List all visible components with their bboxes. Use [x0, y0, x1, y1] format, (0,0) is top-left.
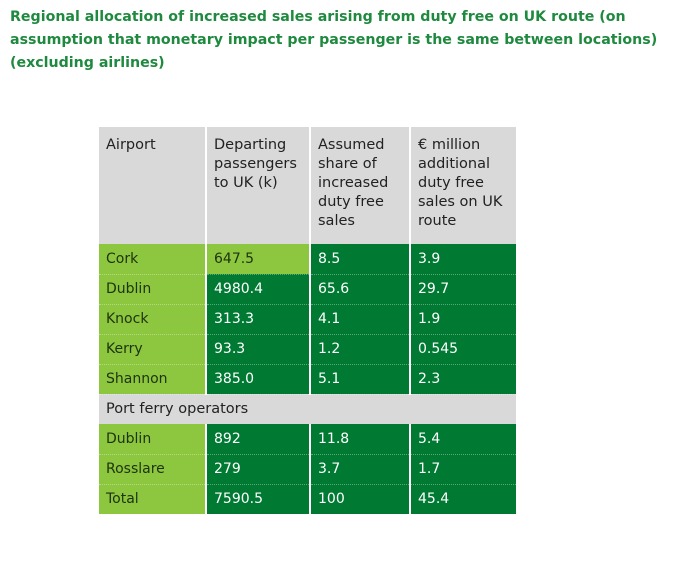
row-passengers: 313.3: [205, 304, 310, 335]
section-label: Port ferry operators: [99, 394, 516, 424]
header-assumed-share: Assumed share of increased duty free sal…: [309, 127, 410, 244]
total-share: 100: [309, 484, 410, 515]
row-share: 8.5: [309, 244, 410, 275]
row-port-name: Rosslare: [99, 454, 206, 485]
table-row: Kerry 93.3 1.2 0.545: [99, 334, 516, 365]
row-sales: 1.7: [409, 454, 516, 485]
section-row-port-ferry-operators: Port ferry operators: [99, 394, 516, 424]
row-airport-name: Dublin: [99, 274, 206, 305]
header-additional-sales: € million additional duty free sales on …: [409, 127, 516, 244]
table-header-row: Airport Departing passengers to UK (k) A…: [99, 127, 516, 244]
row-share: 11.8: [309, 424, 410, 455]
total-row: Total 7590.5 100 45.4: [99, 484, 516, 515]
table-row: Dublin 4980.4 65.6 29.7: [99, 274, 516, 305]
total-sales: 45.4: [409, 484, 516, 515]
table-row: Shannon 385.0 5.1 2.3: [99, 364, 516, 395]
row-sales: 3.9: [409, 244, 516, 275]
header-departing-passengers: Departing passengers to UK (k): [205, 127, 310, 244]
row-share: 3.7: [309, 454, 410, 485]
table-row: Rosslare 279 3.7 1.7: [99, 454, 516, 485]
row-sales: 5.4: [409, 424, 516, 455]
row-sales: 0.545: [409, 334, 516, 365]
row-port-name: Dublin: [99, 424, 206, 455]
row-sales: 1.9: [409, 304, 516, 335]
page-title: Regional allocation of increased sales a…: [10, 9, 658, 71]
total-label: Total: [99, 484, 206, 515]
row-sales: 2.3: [409, 364, 516, 395]
row-passengers: 385.0: [205, 364, 310, 395]
row-airport-name: Kerry: [99, 334, 206, 365]
row-share: 5.1: [309, 364, 410, 395]
row-passengers: 93.3: [205, 334, 310, 365]
table-row: Knock 313.3 4.1 1.9: [99, 304, 516, 335]
row-airport-name: Knock: [99, 304, 206, 335]
row-passengers: 892: [205, 424, 310, 455]
row-share: 1.2: [309, 334, 410, 365]
row-airport-name: Shannon: [99, 364, 206, 395]
header-airport: Airport: [99, 127, 206, 244]
row-share: 4.1: [309, 304, 410, 335]
total-passengers: 7590.5: [205, 484, 310, 515]
row-sales: 29.7: [409, 274, 516, 305]
row-share: 65.6: [309, 274, 410, 305]
row-airport-name: Cork: [99, 244, 206, 275]
table-row: Dublin 892 11.8 5.4: [99, 424, 516, 455]
table-row: Cork 647.5 8.5 3.9: [99, 244, 516, 275]
duty-free-allocation-table: Airport Departing passengers to UK (k) A…: [99, 127, 516, 515]
row-passengers: 647.5: [205, 244, 310, 275]
row-passengers: 279: [205, 454, 310, 485]
row-passengers: 4980.4: [205, 274, 310, 305]
